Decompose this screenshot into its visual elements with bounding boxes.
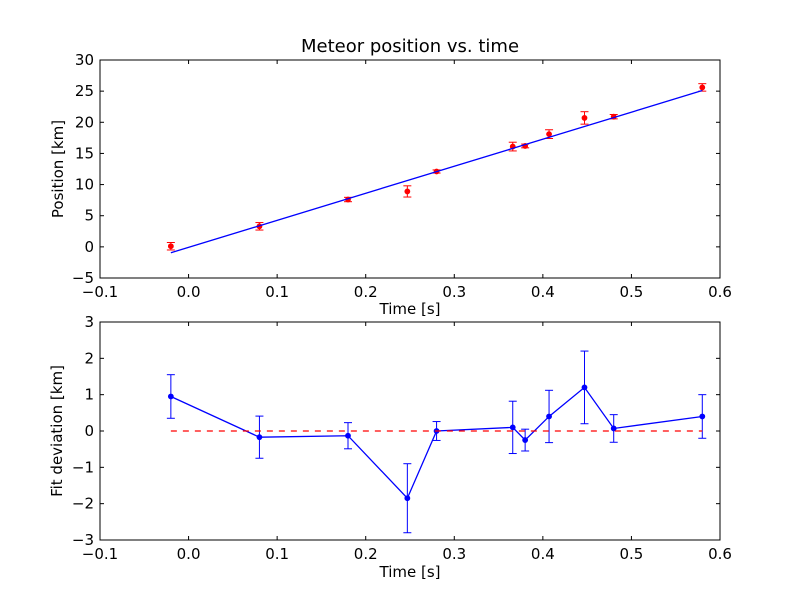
deviation-data-point <box>610 425 617 432</box>
deviation-x-tick-label: 0.6 <box>708 545 732 563</box>
position-y-tick-label: 5 <box>84 207 94 225</box>
position-data-point <box>167 243 174 250</box>
axes-frame-top <box>99 59 721 279</box>
deviation-data-point <box>345 432 351 439</box>
deviation-data-point <box>256 434 263 441</box>
deviation-y-tick-label: 3 <box>84 313 94 331</box>
position-y-tick-label: 10 <box>75 176 94 194</box>
position-data-point <box>404 188 411 195</box>
position-x-tick-label: 0.2 <box>354 283 378 301</box>
plot-area-top <box>100 60 720 278</box>
deviation-x-tick-label: 0.1 <box>265 545 289 563</box>
position-x-tick-label: −0.1 <box>82 283 118 301</box>
deviation-x-tick-label: 0.3 <box>442 545 466 563</box>
position-y-tick-label: 30 <box>75 51 94 69</box>
position-y-tick-label: 25 <box>75 82 94 100</box>
fit-line <box>170 89 703 254</box>
deviation-chart: −0.1 0.0 0.1 0.2 0.3 0.4 0.5 0.6 −3 −2 −1 0 1 2 3 Time… <box>48 313 732 581</box>
position-data-point <box>546 131 552 138</box>
y-axis-label-bottom: Fit deviation [km] <box>48 365 66 497</box>
chart-title: Meteor position vs. time <box>301 36 519 57</box>
position-data-point <box>699 84 706 91</box>
position-x-tick-label: 0.4 <box>531 283 555 301</box>
deviation-x-tick-label: −0.1 <box>82 545 118 563</box>
position-x-tick-label: 0.5 <box>619 283 643 301</box>
deviation-y-tick-label: 1 <box>84 386 94 404</box>
deviation-data-point <box>404 495 411 502</box>
deviation-x-tick-label: 0.5 <box>619 545 643 563</box>
position-data-point <box>581 115 588 121</box>
position-chart: Meteor position vs. time −0.1 0.0 0.1 0.2 0.… <box>49 36 732 318</box>
deviation-y-tick-label: −1 <box>72 458 94 476</box>
deviation-x-tick-label: 0.2 <box>354 545 378 563</box>
deviation-data-point <box>699 413 706 420</box>
x-axis-label-bottom: Time [s] <box>379 563 441 581</box>
deviation-y-tick-label: −3 <box>72 531 94 549</box>
position-x-tick-label: 0.6 <box>708 283 732 301</box>
position-x-tick-label: 0.0 <box>177 283 201 301</box>
position-x-tick-label: 0.1 <box>265 283 289 301</box>
deviation-data-point <box>581 384 588 391</box>
position-y-tick-label: −5 <box>72 269 94 287</box>
deviation-data-point <box>509 424 516 431</box>
x-axis-label-top: Time [s] <box>379 300 441 318</box>
deviation-y-tick-label: −2 <box>72 495 94 513</box>
position-y-tick-label: 15 <box>75 144 94 162</box>
deviation-x-tick-label: 0.0 <box>177 545 201 563</box>
deviation-y-tick-label: 2 <box>84 349 94 367</box>
deviation-data-point <box>167 393 174 400</box>
y-axis-label-top: Position [km] <box>49 120 67 218</box>
deviation-y-tick-label: 0 <box>84 422 94 440</box>
deviation-x-tick-label: 0.4 <box>531 545 555 563</box>
position-y-tick-label: 0 <box>84 238 94 256</box>
deviation-data-point <box>522 437 529 443</box>
position-x-tick-label: 0.3 <box>442 283 466 301</box>
position-y-tick-label: 20 <box>75 113 94 131</box>
deviation-data-point <box>546 413 552 420</box>
